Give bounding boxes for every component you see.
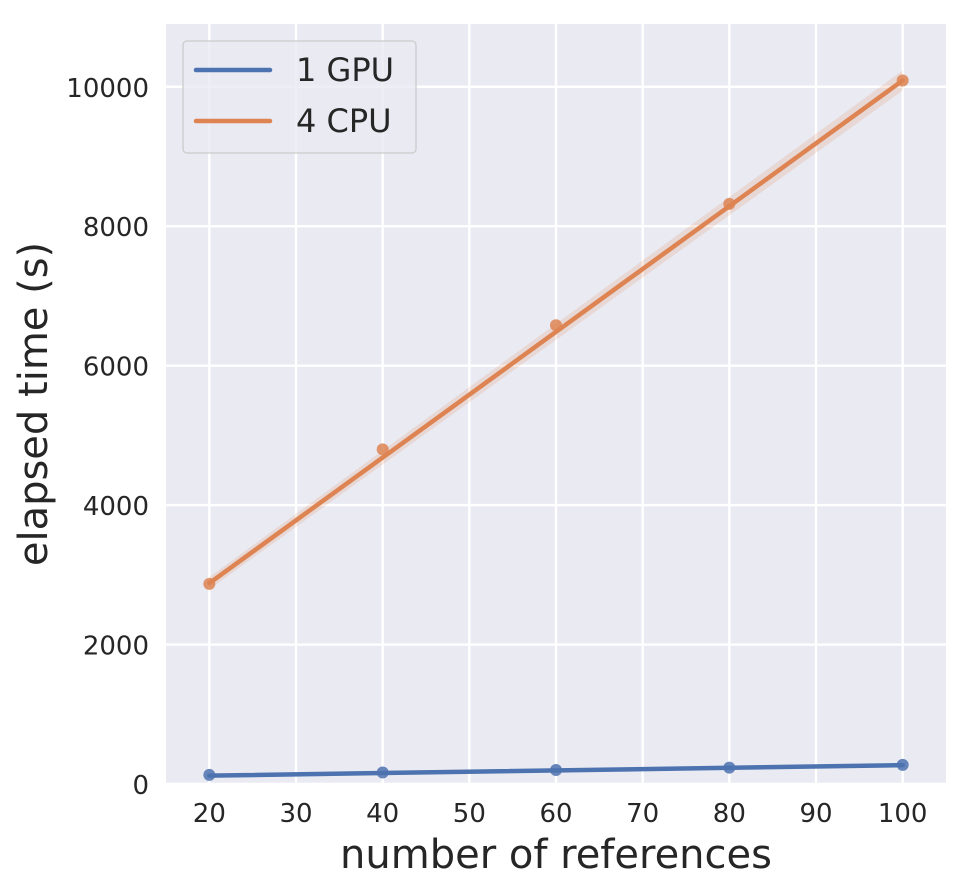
series-fit-line — [207, 78, 905, 586]
y-tick-label: 2000 — [83, 632, 149, 662]
data-point — [896, 758, 909, 771]
x-tick-label: 30 — [279, 799, 312, 829]
legend-label-gpu: 1 GPU — [296, 51, 394, 89]
data-point — [376, 443, 389, 456]
data-point — [723, 761, 736, 774]
x-tick-label: 60 — [539, 799, 572, 829]
y-tick-label: 10000 — [66, 74, 149, 104]
y-tick-label: 0 — [132, 771, 149, 801]
data-point — [203, 768, 216, 781]
tick-labels: 20 30 40 50 60 70 80 90 100 0 2000 4000 6000 8000 1000… — [66, 74, 927, 829]
x-tick-label: 50 — [453, 799, 486, 829]
data-point — [376, 766, 389, 779]
x-tick-label: 40 — [366, 799, 399, 829]
y-axis-label: elapsed time (s) — [11, 242, 57, 566]
data-point — [896, 74, 909, 87]
x-tick-label: 100 — [878, 799, 928, 829]
x-axis-label: number of references — [340, 832, 772, 878]
x-tick-label: 70 — [626, 799, 659, 829]
data-point — [550, 764, 562, 777]
legend: 1 GPU 4 CPU — [182, 40, 417, 154]
x-tick-label: 80 — [713, 799, 746, 829]
y-tick-label: 6000 — [83, 353, 149, 383]
x-tick-label: 90 — [799, 799, 832, 829]
data-point — [203, 577, 216, 590]
x-tick-label: 20 — [193, 799, 226, 829]
data-points — [203, 74, 909, 781]
y-tick-label: 8000 — [83, 213, 149, 243]
data-point — [723, 197, 736, 210]
legend-label-cpu: 4 CPU — [296, 102, 392, 140]
data-point — [550, 319, 562, 332]
y-tick-label: 4000 — [83, 492, 149, 522]
